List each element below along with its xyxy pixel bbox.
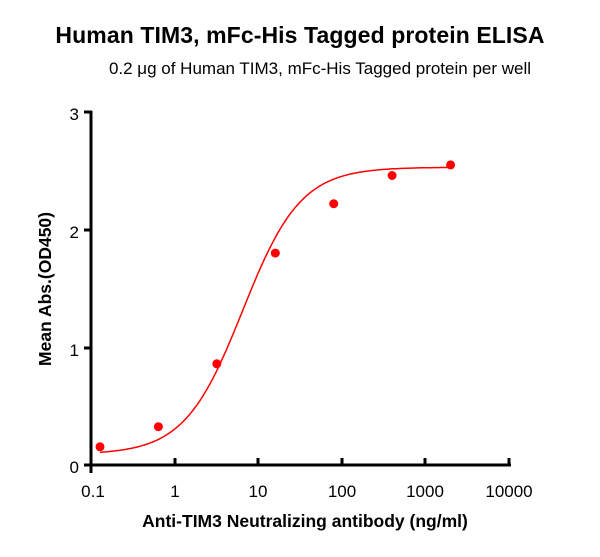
data-points bbox=[95, 160, 456, 452]
x-tick-label: 1000 bbox=[406, 482, 444, 501]
chart-subtitle: 0.2 μg of Human TIM3, mFc-His Tagged pro… bbox=[108, 59, 532, 78]
data-point bbox=[387, 171, 397, 180]
y-axis-title: Mean Abs.(OD450) bbox=[35, 212, 55, 366]
data-point bbox=[95, 442, 105, 452]
y-axis: 3 2 1 0 Mean Abs.(OD450) bbox=[35, 105, 93, 477]
data-point bbox=[212, 359, 222, 369]
x-axis: 0.1 1 10 100 1000 10000 Anti-TIM3 Neutra… bbox=[81, 458, 533, 531]
data-point bbox=[270, 248, 280, 258]
data-point bbox=[446, 160, 456, 170]
y-tick-label: 0 bbox=[70, 458, 79, 477]
y-tick-label: 2 bbox=[70, 223, 79, 242]
y-tick-label: 1 bbox=[70, 341, 79, 360]
x-tick-label: 100 bbox=[328, 482, 356, 501]
x-tick-label: 1 bbox=[170, 482, 179, 501]
x-axis-title: Anti-TIM3 Neutralizing antibody (ng/ml) bbox=[142, 511, 468, 531]
chart-title: Human TIM3, mFc-His Tagged protein ELISA bbox=[55, 22, 545, 48]
x-tick-label: 10 bbox=[249, 482, 268, 501]
data-point bbox=[329, 199, 339, 209]
x-tick-label: 0.1 bbox=[81, 482, 105, 501]
data-point bbox=[153, 422, 163, 432]
x-tick-label: 10000 bbox=[485, 482, 532, 501]
fit-curve bbox=[99, 166, 451, 454]
y-tick-label: 3 bbox=[70, 105, 79, 124]
